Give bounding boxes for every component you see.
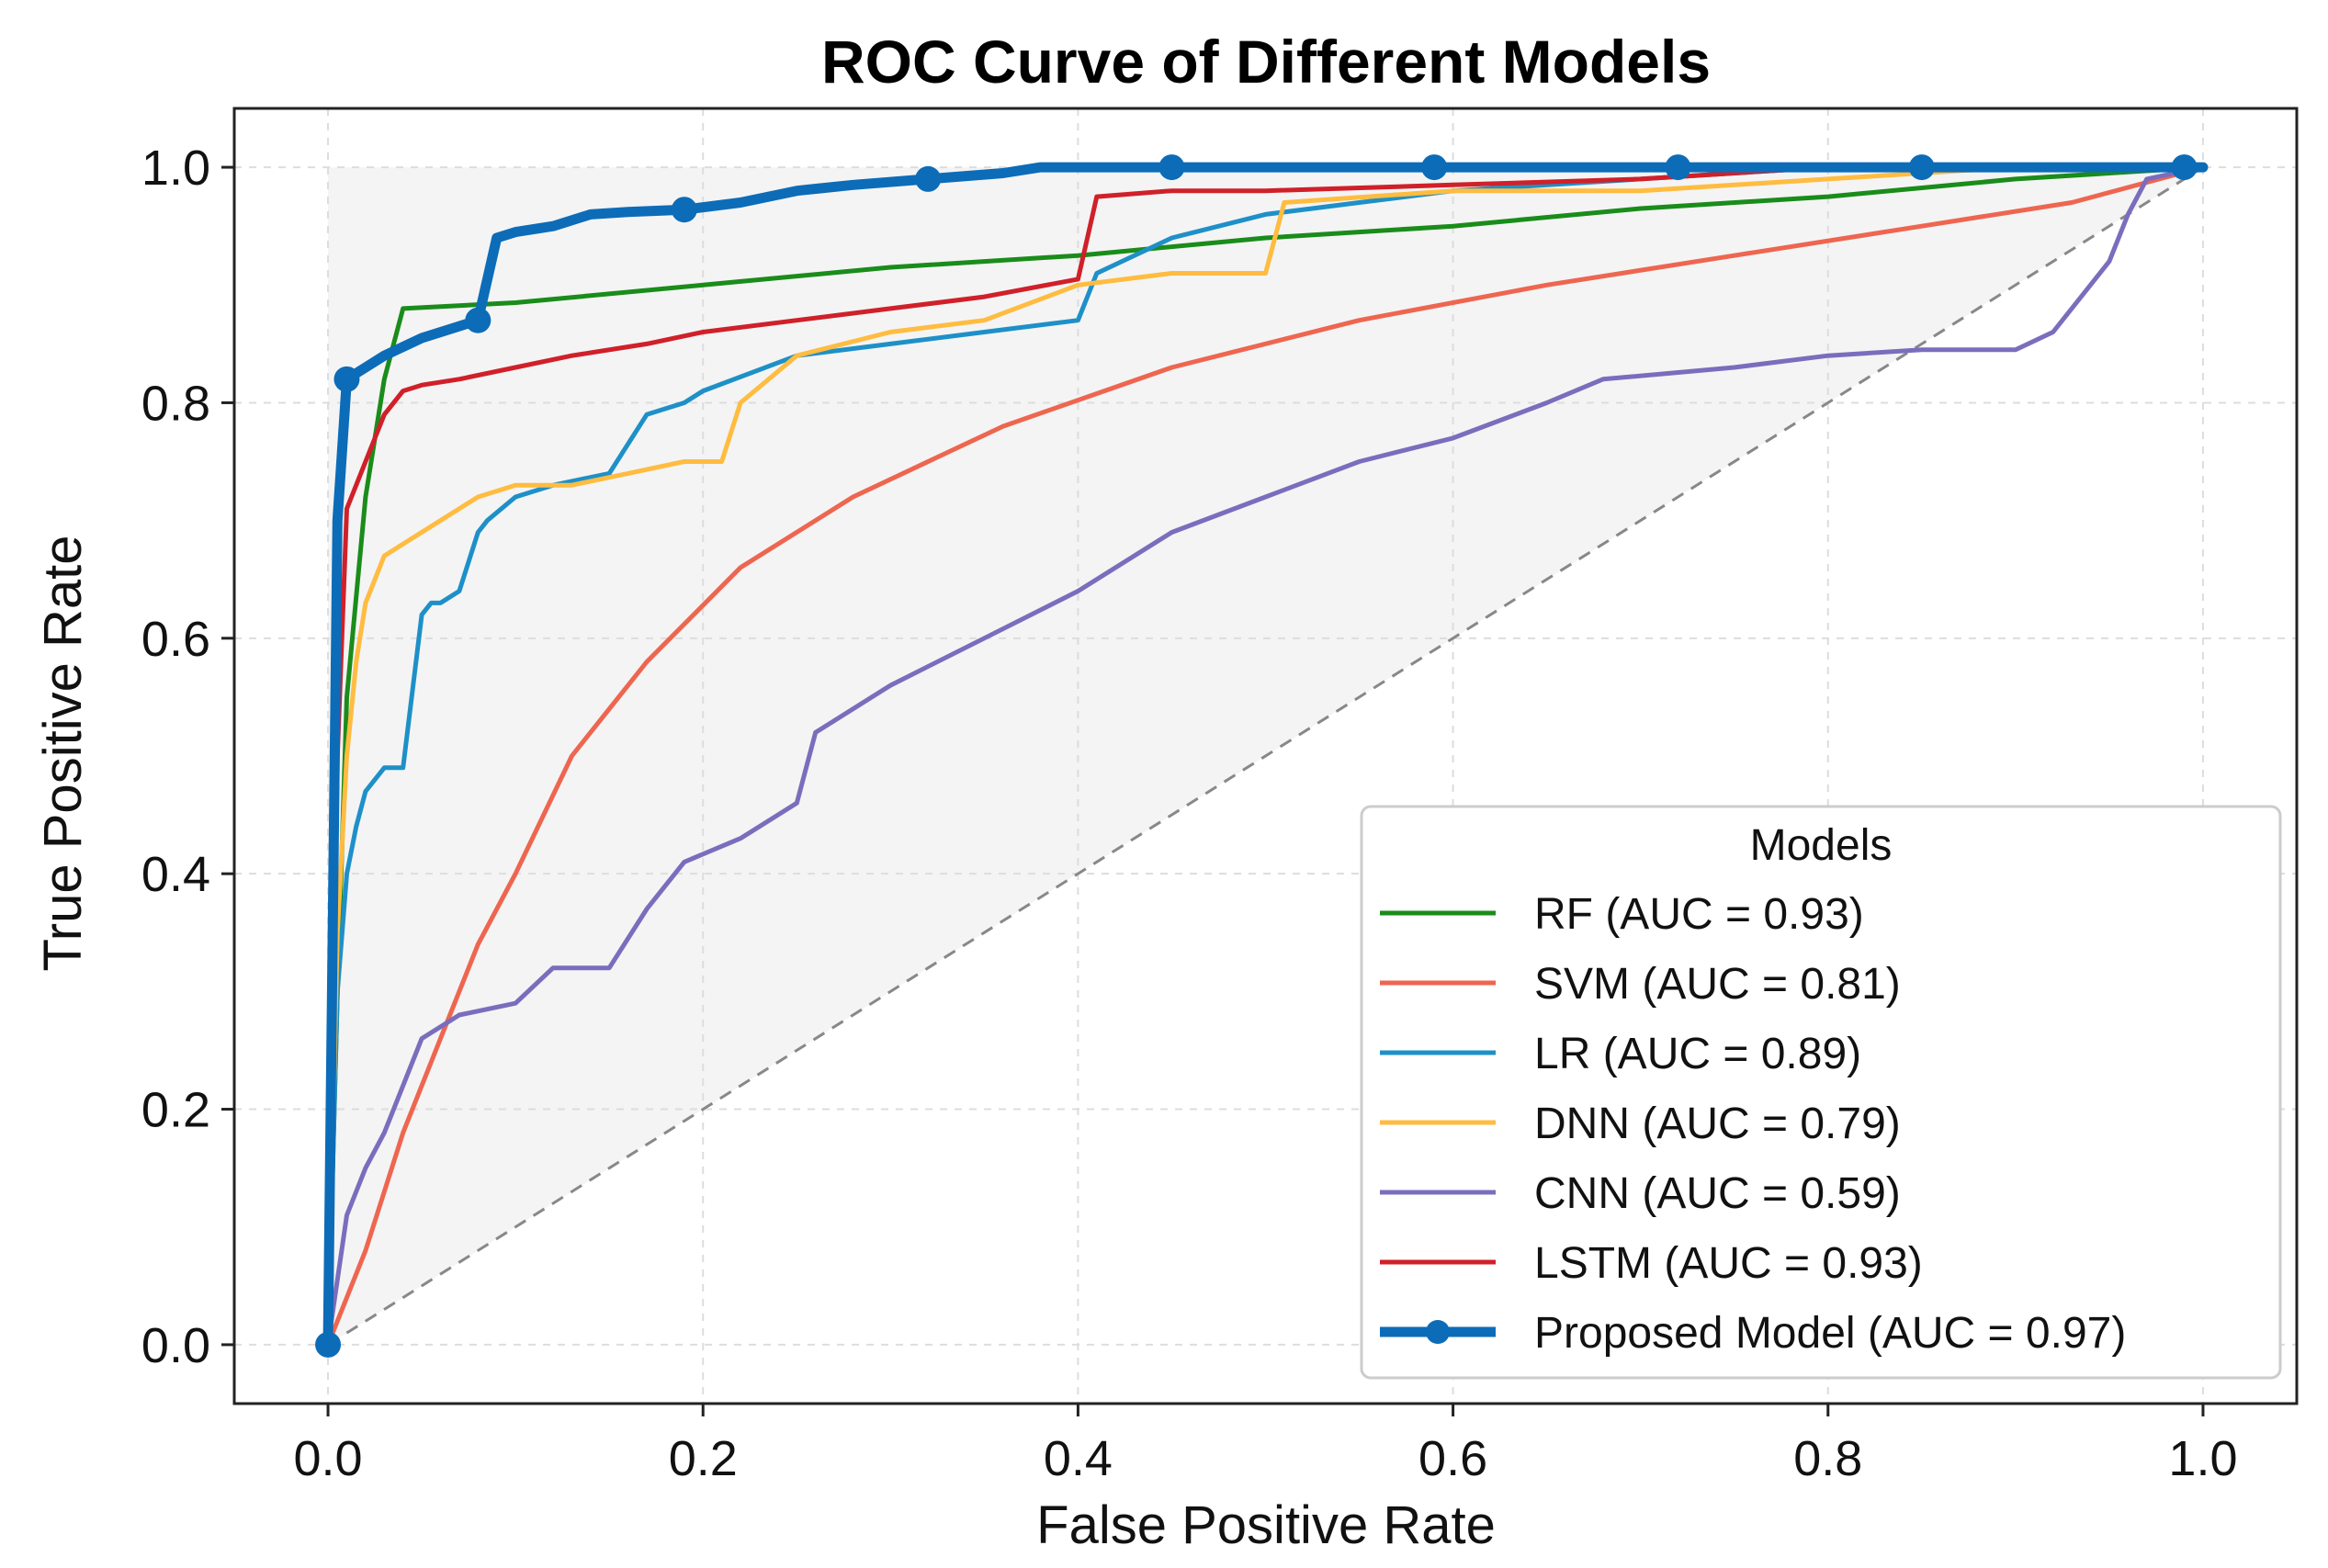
series-line-3 [325,164,2206,1348]
plot-frame [232,107,2299,1405]
baseline-line [327,165,2204,1347]
series-marker-6-3 [671,197,697,223]
series-marker-6-2 [465,307,492,333]
series-marker-6-6 [1421,154,1448,181]
chart-title: ROC Curve of Different Models [821,28,1711,96]
x-tick-label-5: 1.0 [2168,1431,2237,1486]
legend-label-3: DNN (AUC = 0.79) [1534,1100,1901,1148]
series-line-2 [325,164,2206,1348]
x-tick-label-1: 0.2 [669,1431,738,1486]
x-tick-label-2: 0.4 [1044,1431,1113,1486]
series-line-6 [322,162,2209,1350]
series-line-0 [325,164,2206,1348]
legend-label-2: LR (AUC = 0.89) [1534,1030,1861,1078]
x-tick-label-0: 0.0 [294,1431,363,1486]
series-layer [315,154,2209,1358]
y-axis-ticks: 0.0 0.2 0.4 0.6 0.8 1.0 [141,141,234,1373]
legend-label-1: SVM (AUC = 0.81) [1534,960,1901,1009]
y-tick-label-0: 0.0 [141,1318,210,1373]
series-marker-6-9 [2171,154,2198,181]
series-line-5 [325,164,2206,1348]
series-marker-6-1 [333,366,360,392]
series-marker-6-5 [1158,154,1185,181]
legend-label-6: Proposed Model (AUC = 0.97) [1534,1309,2126,1358]
series-line-4 [325,164,2206,1348]
series-marker-6-0 [315,1331,342,1358]
y-tick-label-4: 0.8 [141,376,210,431]
legend-box [1360,805,2282,1380]
series-marker-6-8 [1908,154,1935,181]
y-axis-label: True Positive Rate [33,536,93,972]
legend-label-0: RF (AUC = 0.93) [1534,890,1864,939]
x-tick-label-4: 0.8 [1793,1431,1862,1486]
x-axis-label: False Positive Rate [1036,1495,1496,1555]
y-tick-label-5: 1.0 [141,141,210,196]
series-marker-6-7 [1665,154,1691,181]
y-tick-label-3: 0.6 [141,612,210,667]
random-baseline [327,165,2204,1347]
y-tick-label-1: 0.2 [141,1083,210,1138]
legend-label-5: LSTM (AUC = 0.93) [1534,1239,1923,1288]
axes-frame [232,107,2299,1405]
legend-title: Models [1750,821,1893,870]
legend: Models RF (AUC = 0.93) SVM (AUC = 0.81) LR… [1360,805,2282,1380]
legend-label-4: CNN (AUC = 0.59) [1534,1169,1901,1218]
grid-lines [234,108,2297,1404]
x-axis-ticks: 0.0 0.2 0.4 0.6 0.8 1.0 [294,1404,2237,1486]
legend-items: RF (AUC = 0.93) SVM (AUC = 0.81) LR (AUC =… [1380,890,2126,1358]
legend-marker-6 [1426,1320,1450,1344]
series-marker-6-4 [915,165,942,192]
x-tick-label-3: 0.6 [1418,1431,1487,1486]
y-tick-label-2: 0.4 [141,847,210,902]
series-line-1 [325,164,2206,1348]
